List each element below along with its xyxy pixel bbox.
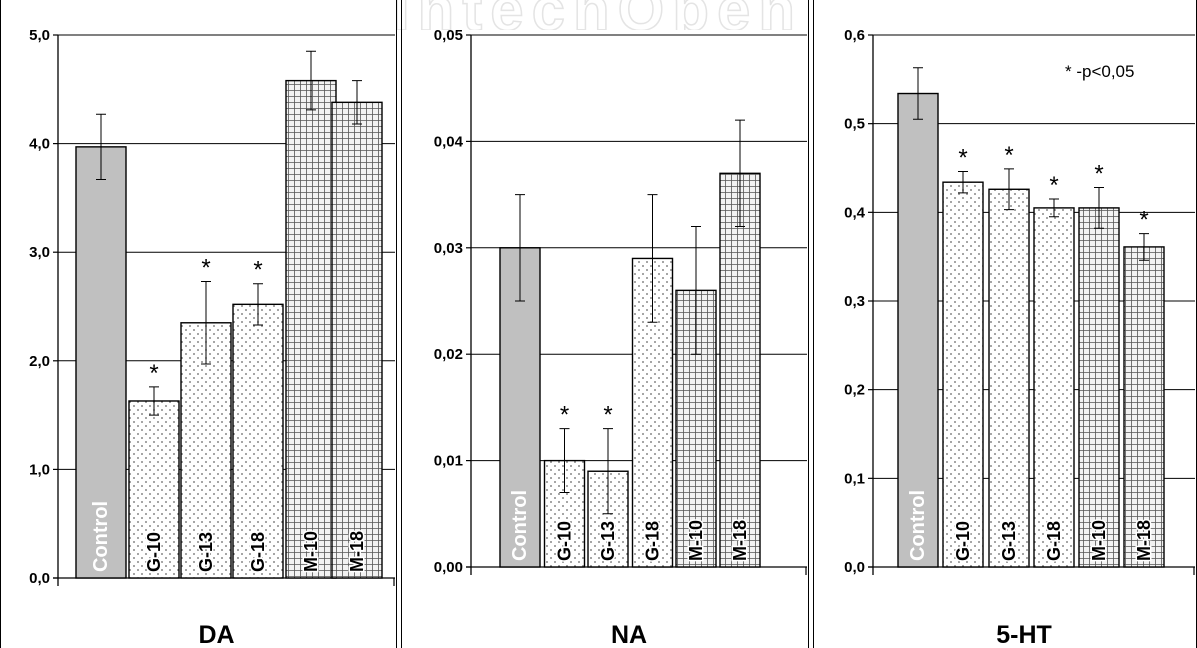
- category-label: M-10: [686, 520, 706, 561]
- significance-star: *: [1139, 207, 1148, 234]
- y-tick-label: 0,1: [844, 470, 865, 487]
- y-tick-label: 3,0: [29, 244, 50, 261]
- bar-m-10: [285, 79, 337, 579]
- category-label: G-10: [953, 521, 973, 561]
- category-label: G-13: [196, 532, 216, 572]
- bar-g-13: [180, 322, 232, 579]
- bar-g-18: [232, 303, 284, 579]
- y-tick-label: 0,4: [844, 204, 866, 221]
- error-bar: [352, 80, 362, 125]
- error-bar: [306, 50, 316, 111]
- bar-m-18: [331, 101, 383, 579]
- watermark: IntechOpen: [392, 0, 803, 30]
- error-bar: [691, 226, 701, 355]
- y-tick-label: 1,0: [29, 461, 50, 478]
- significance-star: *: [253, 257, 262, 284]
- y-tick-label: 0,6: [844, 27, 865, 44]
- category-label: M-18: [730, 520, 750, 561]
- chart-title: DA: [198, 621, 234, 648]
- error-bar: [1139, 233, 1149, 261]
- chart-svg: 0,0 1,0 2,0 3,0 4,0 5,0 Control * G-10 * G-13 * G-18…: [0, 0, 397, 648]
- category-label: G-10: [144, 532, 164, 572]
- category-label: G-13: [999, 521, 1019, 561]
- significance-star: *: [149, 360, 158, 387]
- error-bar: [1049, 198, 1059, 218]
- y-tick-label: 0,03: [434, 240, 463, 257]
- significance-star: *: [201, 255, 210, 282]
- y-tick-label: 0,00: [434, 559, 463, 576]
- chart-svg: 0,00 0,01 0,02 0,03 0,04 0,05 Control * G-10 * G-1…: [401, 0, 809, 648]
- chart-panel-5ht: 0,0 0,1 0,2 0,3 0,4 0,5 0,6 Control * G-10 * G-13 * G…: [813, 0, 1197, 648]
- error-bar: [253, 283, 263, 326]
- y-tick-label: 0,2: [844, 382, 865, 399]
- y-tick-label: 0,05: [434, 27, 463, 44]
- error-bar: [958, 171, 968, 194]
- significance-star: *: [603, 402, 612, 429]
- category-label: Control: [90, 501, 112, 572]
- significance-note: * -p<0,05: [1065, 62, 1134, 81]
- category-label: G-13: [598, 521, 618, 561]
- category-label: G-18: [643, 521, 663, 561]
- y-tick-label: 5,0: [29, 27, 50, 44]
- error-bar: [603, 428, 613, 515]
- error-bar: [201, 281, 211, 365]
- svg-text:IntechOpen: IntechOpen: [393, 0, 803, 30]
- y-tick-label: 0,01: [434, 453, 463, 470]
- error-bar: [96, 113, 106, 180]
- category-label: G-10: [555, 521, 575, 561]
- panel-frame: [0, 0, 397, 648]
- chart-title: 5-HT: [996, 621, 1052, 648]
- y-tick-label: 0,0: [844, 559, 865, 576]
- error-bar: [515, 194, 525, 302]
- bar-m-18: [1123, 246, 1165, 568]
- chart-svg: 0,0 0,1 0,2 0,3 0,4 0,5 0,6 Control * G-10 * G-13 * G…: [813, 0, 1197, 648]
- category-label: Control: [907, 490, 929, 561]
- category-label: G-18: [248, 532, 268, 572]
- category-label: M-18: [347, 531, 367, 572]
- bar-m-10: [1078, 207, 1120, 568]
- significance-star: *: [1004, 142, 1013, 169]
- y-tick-label: 0,5: [844, 116, 865, 133]
- y-tick-label: 2,0: [29, 353, 50, 370]
- bar-control: [75, 146, 127, 579]
- error-bar: [1004, 168, 1014, 211]
- error-bar: [1094, 187, 1104, 229]
- error-bar: [647, 194, 658, 323]
- bar-g-18: [1033, 207, 1075, 568]
- y-tick-label: 4,0: [29, 136, 50, 153]
- chart-panel-na: 0,00 0,01 0,02 0,03 0,04 0,05 Control * G-10 * G-1…: [401, 0, 809, 648]
- y-tick-label: 0,0: [29, 570, 50, 587]
- bar-m-18: [719, 172, 761, 568]
- significance-star: *: [560, 402, 569, 429]
- category-label: M-18: [1134, 520, 1154, 561]
- chart-panel-da: 0,0 1,0 2,0 3,0 4,0 5,0 Control * G-10 * G-13 * G-18…: [0, 0, 397, 648]
- y-tick-label: 0,04: [434, 133, 464, 150]
- significance-star: *: [1049, 172, 1058, 199]
- category-label: Control: [509, 490, 531, 561]
- error-bar: [913, 67, 923, 120]
- significance-star: *: [1094, 161, 1103, 188]
- y-tick-label: 0,02: [434, 346, 463, 363]
- significance-star: *: [958, 145, 967, 172]
- panel-frame: [401, 0, 809, 648]
- y-tick-label: 0,3: [844, 293, 865, 310]
- category-label: M-10: [1089, 520, 1109, 561]
- error-bar: [735, 119, 745, 228]
- bar-g-10: [942, 181, 984, 568]
- error-bar: [149, 386, 159, 416]
- category-label: M-10: [301, 531, 321, 572]
- bar-control: [897, 92, 939, 568]
- bar-g-13: [988, 188, 1030, 568]
- category-label: G-18: [1044, 521, 1064, 561]
- chart-title: NA: [611, 621, 647, 648]
- error-bar: [559, 428, 570, 494]
